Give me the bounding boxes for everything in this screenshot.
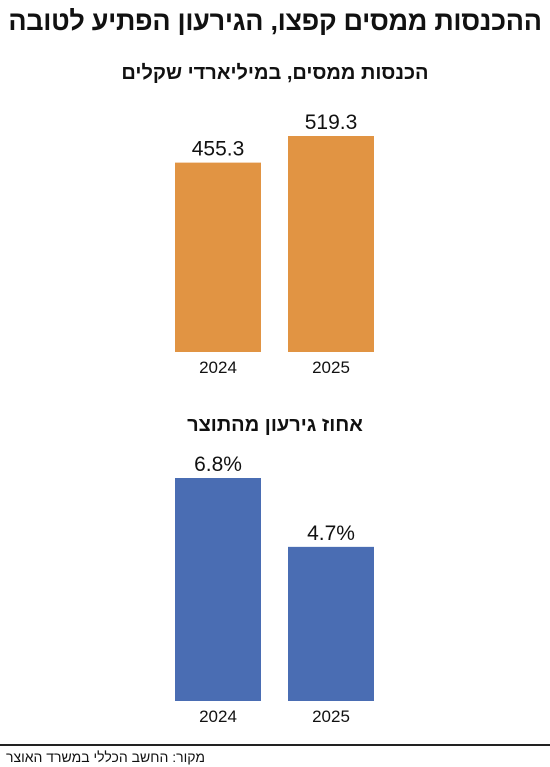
bar-1-2024 — [175, 478, 261, 701]
value-label-1-2024: 6.8% — [194, 453, 242, 476]
tax-revenue-bar-chart: 455.3 2024 519.3 2025 — [175, 111, 374, 377]
source-note: מקור: החשב הכללי במשרד האוצר — [6, 749, 205, 765]
chart-title-tax-revenue: הכנסות ממסים, במיליארדי שקלים — [121, 62, 429, 84]
x-tick-0-2025: 2025 — [312, 358, 350, 377]
x-tick-0-2024: 2024 — [199, 358, 237, 377]
x-tick-1-2024: 2024 — [199, 707, 237, 726]
x-tick-1-2025: 2025 — [312, 707, 350, 726]
main-title: ההכנסות ממסים קפצו, הגירעון הפתיע לטובה — [8, 6, 542, 36]
bar-0-2024 — [175, 162, 261, 352]
value-label-0-2025: 519.3 — [305, 111, 358, 134]
bar-1-2025 — [288, 546, 374, 701]
source-divider — [0, 744, 550, 746]
chart-title-deficit: אחוז גירעון מהתוצר — [187, 414, 363, 436]
bar-0-2025 — [288, 136, 374, 352]
value-label-0-2024: 455.3 — [192, 138, 245, 161]
value-label-1-2025: 4.7% — [307, 522, 355, 545]
deficit-bar-chart: 6.8% 2024 4.7% 2025 — [175, 453, 374, 726]
